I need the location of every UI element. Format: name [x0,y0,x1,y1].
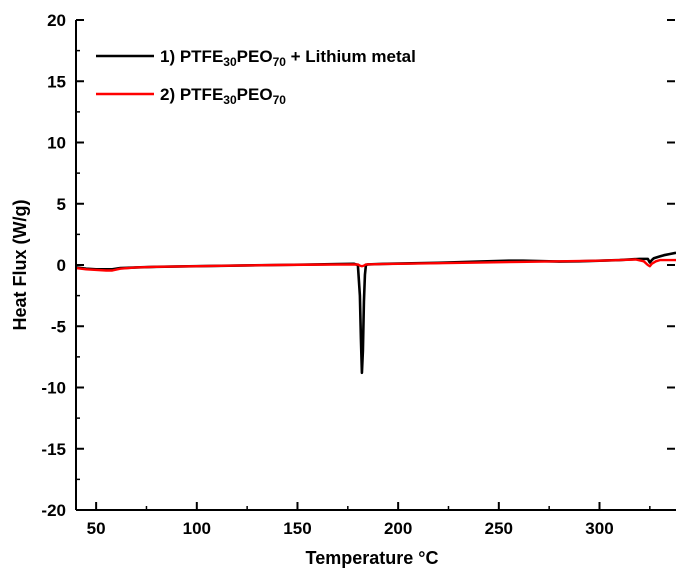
y-tick-label: -20 [41,501,66,520]
series-line-2 [76,258,676,272]
x-axis-title: Temperature °C [306,548,439,568]
y-tick-label: 0 [57,256,66,275]
x-tick-label: 250 [485,519,513,538]
legend-label-2: 2) PTFE30PEO70 [160,85,286,107]
x-tick-label: 150 [283,519,311,538]
y-tick-label: 15 [47,72,66,91]
y-axis-title-group: Heat Flux (W/g) [10,200,30,331]
plot-area [76,251,676,375]
y-tick-label: 5 [57,195,66,214]
axes: 50 100 150 200 250 300 -20 -15 -10 -5 0 5 10 15 20 [41,11,676,538]
y-tick-label: -15 [41,440,66,459]
series-line-1 [76,251,676,375]
y-tick-label: -5 [51,317,66,336]
legend-label-1: 1) PTFE30PEO70 + Lithium metal [160,47,416,69]
y-axis-title: Heat Flux (W/g) [10,200,30,331]
x-tick-label: 100 [183,519,211,538]
y-tick-label: -10 [41,379,66,398]
y-tick-label: 10 [47,134,66,153]
x-tick-label: 50 [87,519,106,538]
x-tick-label: 200 [384,519,412,538]
y-tick-label: 20 [47,11,66,30]
x-tick-label: 300 [585,519,613,538]
legend: 1) PTFE30PEO70 + Lithium metal 2) PTFE30P… [96,47,416,107]
